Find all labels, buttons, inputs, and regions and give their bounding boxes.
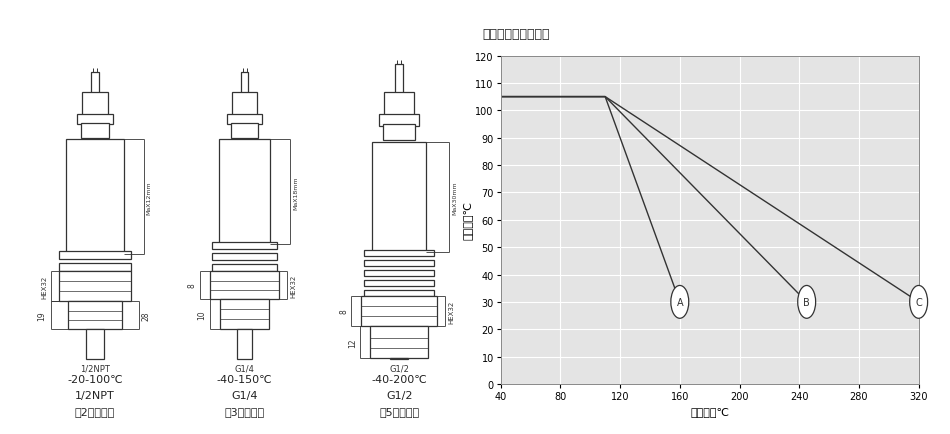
Bar [237, 329, 253, 359]
Text: G1/4: G1/4 [235, 364, 255, 373]
Bar [364, 260, 434, 266]
X-axis label: 介质温度℃: 介质温度℃ [690, 407, 730, 417]
Circle shape [910, 286, 927, 319]
Text: MaX30mm: MaX30mm [452, 181, 457, 214]
Text: HEX32: HEX32 [448, 300, 454, 323]
Text: 带2个冷却片: 带2个冷却片 [75, 406, 115, 416]
Bar [212, 243, 277, 250]
Text: -20-100℃: -20-100℃ [67, 374, 123, 384]
Bar [81, 124, 109, 139]
Text: 10: 10 [198, 309, 206, 319]
Bar [67, 301, 122, 329]
Text: B: B [804, 297, 810, 307]
Bar [240, 73, 249, 95]
Text: 1/2NPT: 1/2NPT [80, 364, 110, 373]
Text: MaX12mm: MaX12mm [146, 181, 152, 214]
Bar [59, 263, 131, 271]
Text: 带3个冷却片: 带3个冷却片 [224, 406, 264, 416]
Bar [364, 280, 434, 286]
Bar [91, 73, 99, 95]
Bar [212, 264, 277, 271]
Bar [82, 93, 107, 117]
Bar [219, 299, 270, 329]
Text: 带5个冷却片: 带5个冷却片 [379, 406, 419, 416]
Text: MaX18mm: MaX18mm [294, 176, 298, 209]
Bar [390, 358, 408, 359]
Text: G1/4: G1/4 [231, 390, 257, 400]
Bar [59, 251, 131, 260]
Bar [210, 271, 279, 299]
Bar [383, 125, 415, 141]
Text: 28: 28 [142, 311, 151, 320]
Bar [86, 329, 104, 359]
Bar [59, 271, 131, 301]
Bar [232, 93, 257, 117]
Bar [395, 65, 403, 95]
Bar [364, 270, 434, 276]
Bar [364, 290, 434, 296]
Text: A: A [676, 297, 683, 307]
Circle shape [671, 286, 689, 319]
Bar [379, 115, 419, 127]
Text: -40-200℃: -40-200℃ [371, 374, 428, 384]
Y-axis label: 环境温度℃: 环境温度℃ [463, 201, 472, 240]
Text: G1/2: G1/2 [386, 390, 412, 400]
Bar [364, 250, 434, 256]
Text: 介质温度和环境关系: 介质温度和环境关系 [483, 28, 550, 41]
Bar [384, 93, 414, 117]
Text: 8: 8 [187, 283, 197, 288]
Bar [77, 115, 113, 125]
Bar [361, 296, 437, 326]
Circle shape [798, 286, 816, 319]
Text: 19: 19 [37, 310, 46, 320]
Text: HEX32: HEX32 [41, 275, 47, 298]
Text: 1/2NPT: 1/2NPT [75, 390, 115, 400]
Bar [370, 326, 428, 358]
Bar [212, 253, 277, 260]
Text: -40-150℃: -40-150℃ [217, 374, 273, 384]
Bar [218, 140, 271, 244]
Bar [66, 140, 124, 254]
Bar [231, 124, 258, 139]
Text: C: C [915, 297, 922, 307]
Text: G1/2: G1/2 [390, 364, 409, 373]
Bar [226, 115, 262, 125]
Text: 12: 12 [349, 338, 357, 347]
Text: 8: 8 [339, 309, 349, 314]
Text: HEX32: HEX32 [291, 274, 296, 297]
Bar [372, 143, 427, 253]
